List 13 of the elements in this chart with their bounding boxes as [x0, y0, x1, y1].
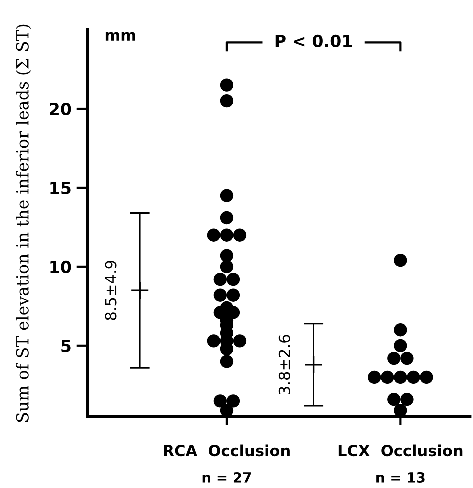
text: n = 27 [202, 472, 252, 483]
annotation: 3.8±2.6 [278, 335, 290, 394]
y-axis-title: Sum of ST elevation in the inferior leads (Σ ST) [16, 24, 32, 422]
y-tick-label: 5 [62, 340, 71, 352]
text: n = 13 [376, 472, 425, 483]
y-tick-label: 20 [50, 102, 72, 116]
x-tick-label: RCA Occlusion [164, 444, 290, 457]
x-tick-label: LCX Occlusion [338, 444, 463, 457]
y-tick-label: 15 [50, 182, 71, 195]
annotation: mm [106, 32, 136, 41]
annotation: P < 0.01 [276, 34, 352, 48]
y-tick-label: 10 [50, 260, 72, 274]
annotation: 8.5±4.9 [105, 261, 117, 320]
